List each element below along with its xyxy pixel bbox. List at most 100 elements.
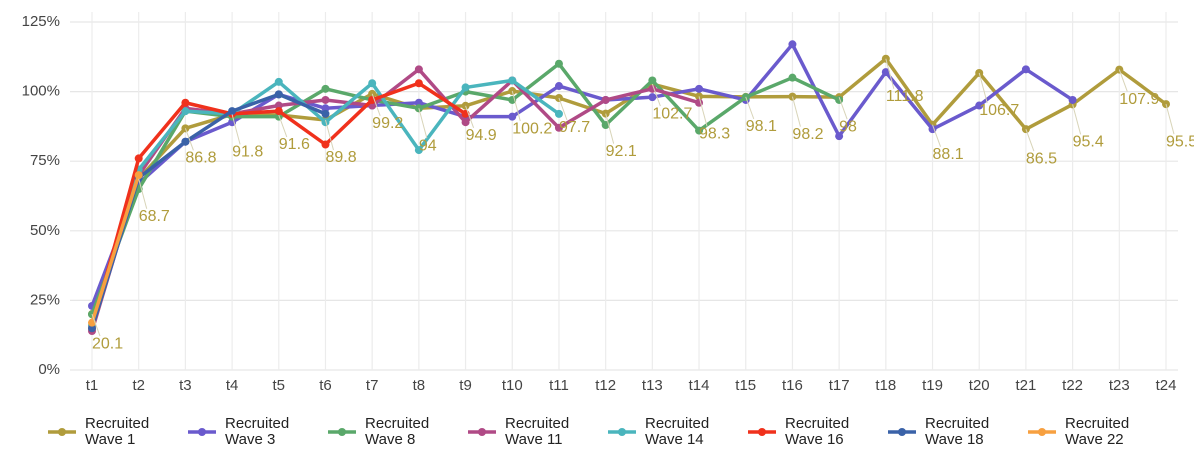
point bbox=[881, 68, 890, 77]
x-tick-label: t21 bbox=[1015, 377, 1036, 394]
data-label: 20.1 bbox=[92, 335, 123, 352]
x-tick-label: t8 bbox=[413, 377, 426, 394]
point bbox=[414, 146, 423, 155]
legend-dot bbox=[618, 428, 626, 436]
legend-label: Recruited Wave 1 bbox=[85, 415, 150, 448]
point bbox=[228, 107, 237, 116]
data-label: 92.1 bbox=[606, 143, 637, 160]
legend-item: Recruited Wave 8 bbox=[327, 416, 447, 448]
line bbox=[90, 174, 141, 324]
series bbox=[88, 40, 1077, 310]
legend-item: Recruited Wave 14 bbox=[607, 416, 727, 448]
data-label: 88.1 bbox=[933, 146, 964, 163]
point bbox=[274, 90, 283, 99]
data-label: 86.8 bbox=[185, 150, 216, 167]
point bbox=[274, 107, 283, 116]
label-leader bbox=[278, 114, 288, 138]
label-leader bbox=[511, 90, 521, 122]
y-tick-label: 75% bbox=[30, 152, 60, 169]
label-leader bbox=[231, 114, 241, 145]
label-leader bbox=[932, 124, 941, 147]
data-label: 98.3 bbox=[699, 126, 730, 143]
label-leader bbox=[885, 58, 895, 89]
data-label: 98.2 bbox=[792, 126, 823, 143]
data-label: 94.9 bbox=[466, 127, 497, 144]
x-tick-label: t11 bbox=[549, 377, 569, 394]
label-leader bbox=[1118, 69, 1128, 92]
legend-dot bbox=[478, 428, 486, 436]
legend-label: Recruited Wave 14 bbox=[645, 415, 710, 448]
legend-swatch bbox=[748, 428, 776, 436]
x-tick-label: t3 bbox=[179, 377, 192, 394]
point bbox=[461, 118, 470, 127]
point bbox=[835, 132, 844, 141]
data-label: 97.7 bbox=[559, 119, 590, 136]
label-leader bbox=[791, 96, 801, 127]
data-label: 91.6 bbox=[279, 136, 310, 153]
x-tick-label: t4 bbox=[226, 377, 239, 394]
legend-dot bbox=[338, 428, 346, 436]
point bbox=[554, 109, 563, 118]
legend-dot bbox=[58, 428, 66, 436]
x-tick-label: t20 bbox=[969, 377, 990, 394]
data-label: 89.8 bbox=[325, 149, 356, 166]
label-leader bbox=[465, 105, 475, 128]
point bbox=[368, 79, 377, 88]
point bbox=[321, 104, 330, 113]
x-tick-label: t23 bbox=[1109, 377, 1130, 394]
x-tick-label: t6 bbox=[319, 377, 332, 394]
point bbox=[274, 101, 283, 110]
label-leader bbox=[978, 72, 988, 104]
point bbox=[321, 84, 330, 93]
y-tick-label: 25% bbox=[30, 291, 60, 308]
label-leader bbox=[324, 119, 334, 151]
x-tick-label: t12 bbox=[595, 377, 616, 394]
point bbox=[508, 76, 517, 85]
point bbox=[321, 118, 330, 127]
legend-swatch bbox=[48, 428, 76, 436]
label-leader bbox=[1025, 129, 1035, 152]
x-tick-label: t17 bbox=[829, 377, 850, 394]
label-leader bbox=[1072, 104, 1082, 135]
point bbox=[554, 123, 563, 132]
label-leader bbox=[558, 97, 568, 121]
y-tick-label: 125% bbox=[22, 13, 60, 30]
data-label: 107.9 bbox=[1119, 91, 1159, 108]
legend-swatch bbox=[1028, 428, 1056, 436]
label-leader bbox=[698, 96, 708, 127]
point bbox=[695, 126, 704, 135]
legend-dot bbox=[898, 428, 906, 436]
x-tick-label: t18 bbox=[875, 377, 896, 394]
x-tick-label: t16 bbox=[782, 377, 803, 394]
data-label: 99.2 bbox=[372, 115, 403, 132]
legend-label: Recruited Wave 22 bbox=[1065, 415, 1130, 448]
point bbox=[835, 95, 844, 104]
point bbox=[648, 76, 657, 85]
x-tick-label: t19 bbox=[922, 377, 943, 394]
point bbox=[134, 171, 143, 180]
data-label: 95.4 bbox=[1073, 134, 1104, 151]
x-tick-label: t10 bbox=[502, 377, 523, 394]
x-tick-label: t15 bbox=[735, 377, 756, 394]
point bbox=[321, 140, 330, 149]
legend: Recruited Wave 1 Recruited Wave 3 Recruite… bbox=[0, 416, 1194, 448]
legend-swatch bbox=[468, 428, 496, 436]
point bbox=[975, 101, 984, 110]
x-tick-label: t9 bbox=[459, 377, 472, 394]
legend-item: Recruited Wave 18 bbox=[887, 416, 1007, 448]
data-label: 68.7 bbox=[139, 208, 170, 225]
legend-dot bbox=[758, 428, 766, 436]
label-leader bbox=[371, 93, 381, 116]
label-leader bbox=[184, 128, 194, 151]
x-tick-label: t14 bbox=[689, 377, 710, 394]
point bbox=[414, 65, 423, 74]
x-tick-label: t22 bbox=[1062, 377, 1083, 394]
data-label: 102.7 bbox=[652, 105, 692, 122]
legend-item: Recruited Wave 16 bbox=[747, 416, 867, 448]
label-leader bbox=[838, 96, 848, 120]
y-tick-label: 100% bbox=[22, 83, 60, 100]
data-label: 98.1 bbox=[746, 118, 777, 135]
legend-swatch bbox=[888, 428, 916, 436]
label-leader bbox=[1165, 103, 1175, 135]
